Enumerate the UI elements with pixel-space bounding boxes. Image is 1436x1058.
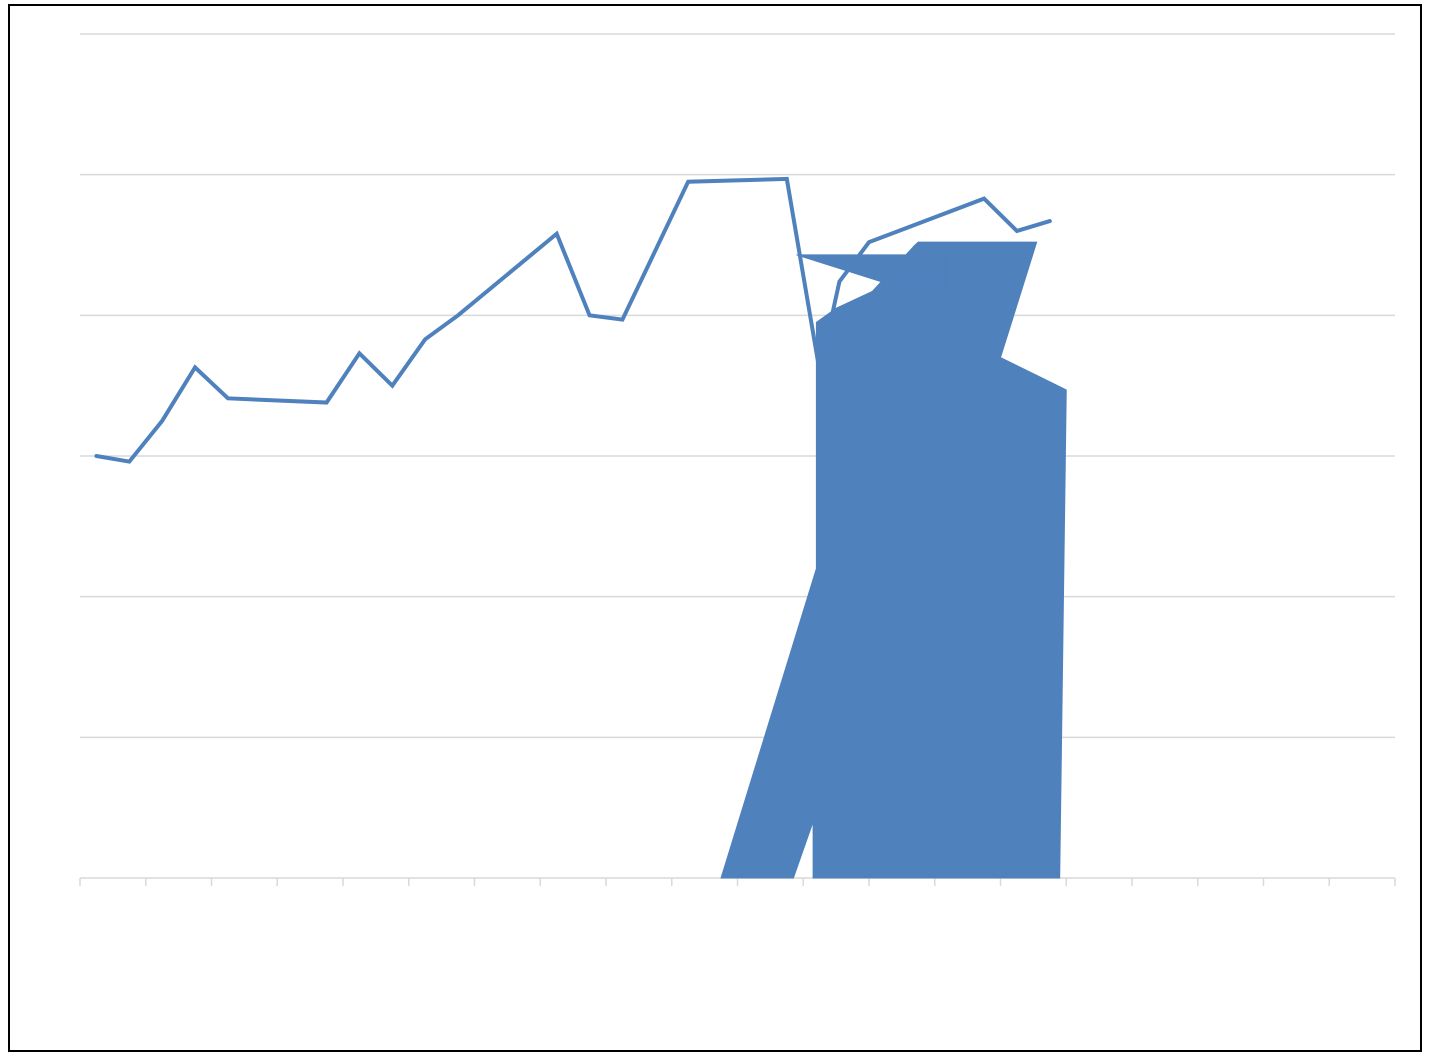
area-shape-1 [797,255,945,287]
x-axis-ticks [80,878,1395,886]
chart-frame [8,4,1422,1052]
gridlines [80,34,1395,737]
line-chart [10,6,1420,1050]
area-series [721,242,1066,878]
area-shape-0 [721,242,1066,878]
